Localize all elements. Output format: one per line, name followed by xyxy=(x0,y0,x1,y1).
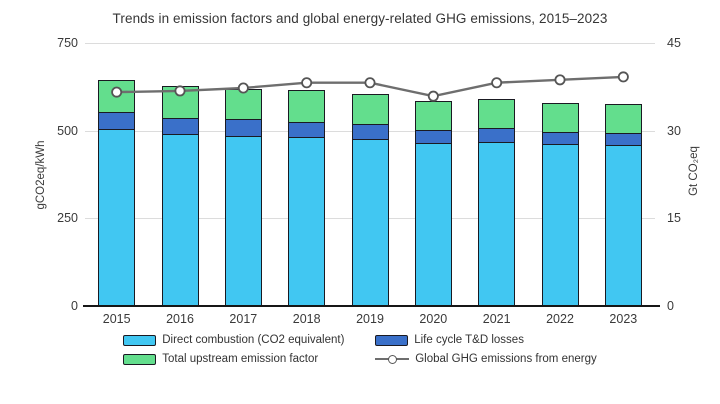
x-axis-line xyxy=(83,305,660,307)
bar-segment-direct-combustion xyxy=(351,139,389,306)
line-marker-2016 xyxy=(174,85,186,97)
gridline xyxy=(85,43,655,44)
legend-item-direct-combustion: Direct combustion (CO2 equivalent) xyxy=(123,334,367,346)
x-axis-tick-2018: 2018 xyxy=(292,312,321,326)
y-axis-label-right: Gt CO₂eq xyxy=(688,146,700,196)
line-marker-2017 xyxy=(237,82,249,94)
line-marker-icon xyxy=(375,353,410,365)
direct-combustion-swatch-icon xyxy=(123,334,157,346)
y-axis-label-left: gCO2eq/kWh xyxy=(35,140,47,210)
td-losses-swatch-icon xyxy=(375,334,409,346)
bar-2017 xyxy=(224,88,262,306)
x-axis-tick-2021: 2021 xyxy=(482,312,511,326)
line-marker-2020 xyxy=(427,90,439,102)
legend-label: Life cycle T&D losses xyxy=(414,334,524,346)
bar-2019 xyxy=(351,94,389,306)
y-axis-tick-right: 0 xyxy=(667,299,674,313)
bar-segment-direct-combustion xyxy=(224,135,262,306)
x-axis-tick-2015: 2015 xyxy=(102,312,131,326)
x-axis-tick-2019: 2019 xyxy=(356,312,384,326)
line-dot xyxy=(387,354,397,364)
line-marker-2021 xyxy=(491,77,503,89)
bar-segment-upstream xyxy=(224,88,262,121)
bar-segment-direct-combustion xyxy=(541,144,579,306)
legend-label: Direct combustion (CO2 equivalent) xyxy=(162,334,345,346)
line-marker-2023 xyxy=(617,71,629,83)
legend-item-ghg-line: Global GHG emissions from energy xyxy=(375,353,597,365)
bar-2018 xyxy=(288,89,326,306)
legend-item-upstream: Total upstream emission factor xyxy=(123,353,367,365)
bar-segment-direct-combustion xyxy=(604,145,642,306)
x-axis-tick-2017: 2017 xyxy=(229,312,258,326)
x-axis-tick-2016: 2016 xyxy=(166,312,194,326)
plot-area xyxy=(85,43,655,306)
y-axis-tick-left: 0 xyxy=(71,299,78,313)
bar-segment-upstream xyxy=(478,99,516,130)
line-marker-2019 xyxy=(364,77,376,89)
bar-segment-direct-combustion xyxy=(414,142,452,306)
legend-label: Global GHG emissions from energy xyxy=(415,353,597,365)
bar-segment-upstream xyxy=(351,94,389,125)
ghg-emissions-line-layer xyxy=(111,71,629,102)
upstream-swatch-icon xyxy=(123,353,157,365)
bar-segment-upstream xyxy=(288,89,326,123)
bar-2022 xyxy=(541,102,579,306)
bar-2023 xyxy=(604,103,642,306)
bar-segment-direct-combustion xyxy=(478,141,516,306)
line-marker-2022 xyxy=(554,74,566,86)
x-axis-tick-2020: 2020 xyxy=(419,312,448,326)
x-axis-tick-2022: 2022 xyxy=(546,312,574,326)
legend: Direct combustion (CO2 equivalent) Life … xyxy=(0,334,720,365)
legend-item-td-losses: Life cycle T&D losses xyxy=(375,334,597,346)
line-marker-2018 xyxy=(301,77,313,89)
chart-title: Trends in emission factors and global en… xyxy=(112,11,608,26)
y-axis-tick-left: 500 xyxy=(57,123,78,138)
bar-2020 xyxy=(414,101,452,306)
legend-grid: Direct combustion (CO2 equivalent) Life … xyxy=(123,334,597,365)
x-axis-tick-2023: 2023 xyxy=(609,312,638,326)
y-axis-tick-left: 250 xyxy=(57,211,78,226)
line-marker-2015 xyxy=(111,86,123,98)
bar-segment-direct-combustion xyxy=(98,128,136,306)
y-axis-tick-right: 30 xyxy=(667,123,681,138)
bar-2021 xyxy=(478,99,516,306)
legend-label: Total upstream emission factor xyxy=(162,353,319,365)
bar-2015 xyxy=(98,80,136,306)
y-axis-tick-left: 750 xyxy=(57,36,78,50)
y-axis-tick-right: 45 xyxy=(667,36,681,50)
bar-segment-direct-combustion xyxy=(161,134,199,306)
y-axis-tick-right: 15 xyxy=(667,211,681,226)
bar-segment-direct-combustion xyxy=(288,136,326,306)
